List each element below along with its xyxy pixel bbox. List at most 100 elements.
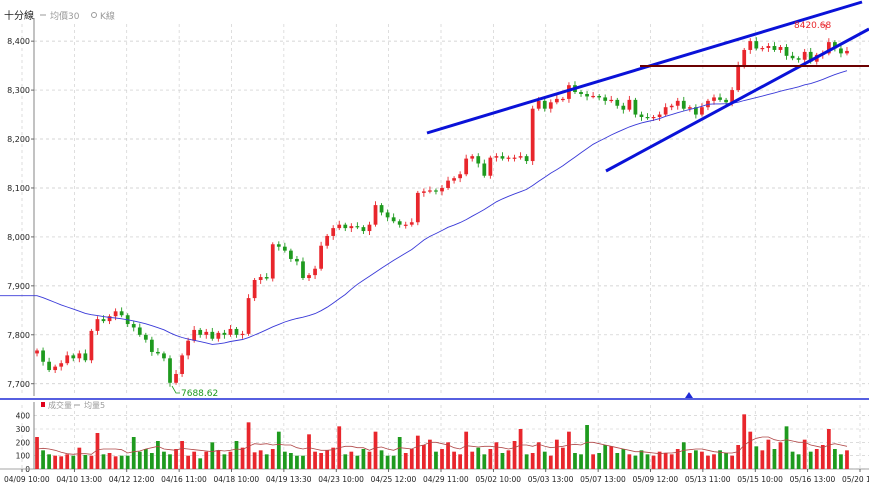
- candle-body: [53, 366, 58, 371]
- volume-bar: [820, 445, 825, 469]
- volume-bar: [561, 447, 565, 469]
- candle-body: [718, 97, 722, 100]
- volume-bar: [89, 455, 94, 469]
- volume-bar: [754, 446, 759, 469]
- candle-body: [687, 107, 692, 109]
- candle-body: [192, 329, 197, 341]
- candle-body: [204, 331, 209, 335]
- volume-bar: [349, 451, 354, 469]
- candle-body: [343, 224, 348, 229]
- x-tick-label: 05/16 13:00: [790, 475, 836, 484]
- volume-bar: [415, 435, 420, 469]
- candle-body: [331, 228, 336, 236]
- price-tick-label: 7,800: [7, 331, 30, 340]
- volume-legend: 成交量 均量5: [41, 400, 105, 410]
- volume-bar: [464, 431, 469, 469]
- volume-bar: [101, 454, 106, 469]
- volume-bar: [77, 447, 82, 469]
- price-tick-label: 7,900: [7, 282, 30, 291]
- candle-body: [41, 350, 45, 362]
- volume-bar: [554, 439, 559, 469]
- upper-trend-line: [426, 0, 863, 135]
- volume-bar: [814, 449, 819, 469]
- candle-body: [518, 156, 523, 158]
- volume-bar: [246, 422, 251, 469]
- volume-bar: [693, 450, 698, 469]
- price-tick-label: 7,700: [7, 380, 30, 389]
- candle-body: [778, 47, 783, 50]
- volume-bar: [573, 453, 577, 469]
- candle-body: [597, 95, 602, 98]
- high-value-label: 8420.68: [794, 21, 831, 31]
- ma30-line: [0, 70, 848, 345]
- x-tick-label: 05/09 12:00: [633, 475, 679, 484]
- candle-body: [591, 95, 595, 98]
- candle-body: [452, 178, 456, 181]
- volume-bar: [149, 453, 154, 469]
- candle-body: [693, 107, 698, 115]
- volume-bar: [730, 455, 735, 469]
- candle-body: [633, 99, 638, 115]
- x-tick-label: 05/03 13:00: [528, 475, 574, 484]
- price-tick-label: 8,400: [7, 37, 30, 46]
- volume-ma-line: [36, 436, 848, 455]
- candle-body: [252, 279, 257, 299]
- candle-body: [802, 51, 807, 60]
- x-axis: 04/09 10:00 04/10 13:00 04/12 12:00 04/16 1…: [4, 469, 869, 484]
- x-tick-label: 04/18 10:00: [214, 475, 260, 484]
- volume-bar: [428, 439, 432, 469]
- volume-bar: [264, 454, 269, 469]
- volume-bar: [168, 454, 172, 469]
- volume-bar: [687, 453, 692, 469]
- candle-body: [107, 316, 112, 322]
- volume-bar: [766, 439, 771, 469]
- x-tick-label: 04/16 11:00: [161, 475, 207, 484]
- volume-bar: [71, 455, 76, 469]
- candle-body: [524, 156, 529, 162]
- candle-body: [361, 227, 366, 232]
- candle-body: [240, 333, 245, 336]
- candle-body: [826, 42, 831, 54]
- legend-k-icon: [91, 12, 97, 18]
- volume-bar: [258, 450, 263, 469]
- candle-body: [428, 190, 432, 192]
- volume-bar: [397, 437, 402, 469]
- volume-bar: [240, 447, 245, 469]
- volume-bar: [192, 451, 197, 469]
- candle-body: [845, 50, 849, 54]
- candle-body: [657, 114, 662, 117]
- volume-bar: [826, 429, 831, 469]
- volume-bar: [736, 445, 741, 469]
- volume-bar: [802, 439, 807, 469]
- candle-body: [500, 156, 505, 159]
- candles: [35, 37, 849, 387]
- volume-bar: [355, 455, 360, 469]
- volume-bar: [700, 451, 704, 469]
- candle-body: [143, 334, 148, 340]
- volume-bar: [470, 451, 475, 469]
- candle-body: [391, 217, 396, 222]
- volume-bar: [657, 451, 662, 469]
- volume-tick-label: 200: [16, 438, 31, 447]
- candle-body: [162, 353, 166, 359]
- candle-body: [295, 258, 299, 262]
- candle-body: [415, 192, 420, 223]
- candle-body: [77, 353, 82, 359]
- volume-bar: [615, 453, 620, 469]
- chart-title: 十分線: [4, 9, 34, 22]
- candle-body: [276, 244, 281, 247]
- candle-body: [282, 246, 287, 251]
- volume-bar: [210, 442, 215, 469]
- volume-bar: [536, 442, 541, 469]
- price-tick-label: 8,000: [7, 233, 30, 242]
- candle-body: [736, 65, 741, 91]
- volume-bar: [35, 437, 39, 469]
- volume-bar: [343, 454, 348, 469]
- price-legend: 均價30 K線: [40, 10, 115, 22]
- volume-bar: [47, 454, 51, 469]
- candle-body: [228, 328, 233, 335]
- candle-body: [246, 298, 251, 334]
- volume-bar: [542, 451, 547, 469]
- volume-bar: [228, 451, 233, 469]
